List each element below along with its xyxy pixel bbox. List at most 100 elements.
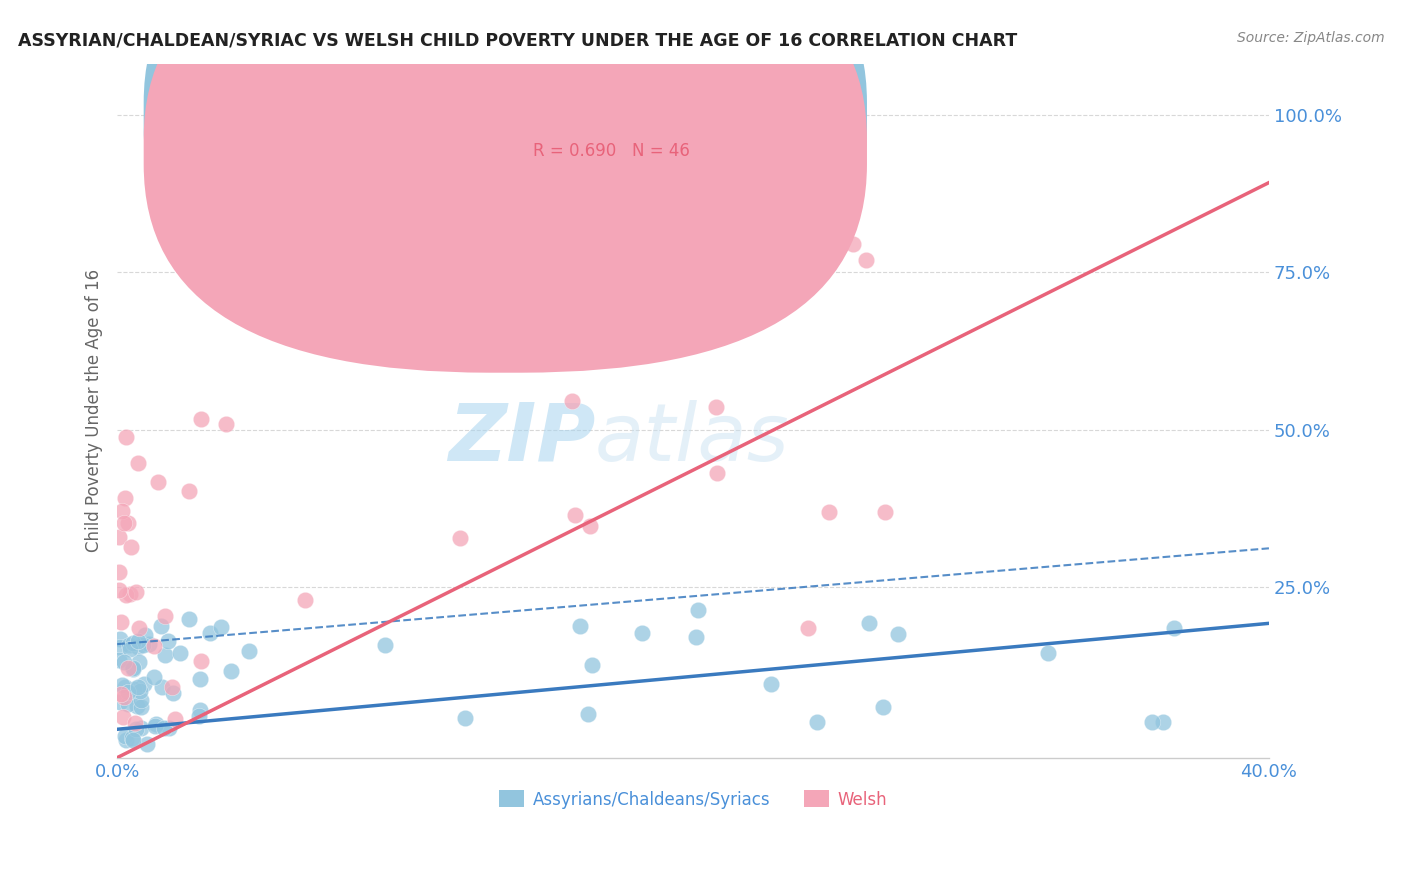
Point bbox=[129, 700, 152, 714]
Point bbox=[111, 710, 134, 724]
Point bbox=[1152, 714, 1174, 729]
Point bbox=[214, 417, 236, 431]
Point bbox=[127, 456, 149, 470]
Point bbox=[547, 288, 569, 302]
Point bbox=[142, 640, 165, 654]
Point bbox=[132, 677, 155, 691]
Point bbox=[568, 619, 591, 633]
Point bbox=[120, 541, 142, 555]
Point bbox=[124, 585, 146, 599]
Point bbox=[138, 637, 160, 651]
Text: Source: ZipAtlas.com: Source: ZipAtlas.com bbox=[1237, 31, 1385, 45]
Point bbox=[135, 737, 157, 751]
Point bbox=[107, 582, 129, 597]
Point bbox=[128, 621, 150, 635]
Point bbox=[150, 619, 173, 633]
Point bbox=[561, 393, 583, 408]
Point bbox=[842, 236, 865, 251]
Point bbox=[108, 632, 131, 646]
Point bbox=[120, 587, 142, 601]
Point bbox=[124, 715, 146, 730]
Point bbox=[855, 252, 877, 267]
Point bbox=[117, 697, 139, 711]
Point bbox=[209, 619, 232, 633]
Point bbox=[704, 400, 727, 414]
Point bbox=[122, 662, 145, 676]
Point bbox=[564, 508, 586, 522]
Point bbox=[188, 672, 211, 686]
Point bbox=[156, 634, 179, 648]
Point bbox=[190, 654, 212, 668]
Point bbox=[875, 505, 897, 519]
Point bbox=[685, 630, 707, 644]
Point bbox=[115, 732, 138, 747]
Point bbox=[454, 711, 477, 725]
Point bbox=[153, 648, 176, 662]
Point bbox=[159, 722, 181, 736]
Point bbox=[150, 680, 173, 694]
Point bbox=[121, 731, 143, 745]
Point bbox=[117, 685, 139, 699]
Point bbox=[374, 638, 396, 652]
Point bbox=[127, 680, 149, 694]
Point bbox=[160, 680, 183, 694]
Point bbox=[107, 653, 129, 667]
Point bbox=[134, 627, 156, 641]
Point bbox=[190, 412, 212, 426]
Point bbox=[579, 518, 602, 533]
Point bbox=[519, 296, 541, 310]
Point bbox=[858, 616, 880, 631]
Point bbox=[177, 612, 200, 626]
Point bbox=[148, 475, 170, 489]
Point bbox=[110, 688, 132, 702]
Point bbox=[128, 684, 150, 698]
Point bbox=[124, 722, 146, 736]
Point bbox=[145, 719, 167, 733]
FancyBboxPatch shape bbox=[143, 0, 868, 373]
Point bbox=[117, 516, 139, 531]
Point bbox=[153, 722, 176, 736]
Point bbox=[143, 670, 166, 684]
Point bbox=[122, 733, 145, 747]
Point bbox=[238, 644, 260, 658]
Point bbox=[112, 690, 135, 705]
Point bbox=[111, 678, 134, 692]
Point bbox=[1036, 646, 1059, 660]
Text: R = 0.207   N = 70: R = 0.207 N = 70 bbox=[533, 106, 690, 124]
Point bbox=[128, 655, 150, 669]
Point bbox=[294, 593, 316, 607]
Legend: Assyrians/Chaldeans/Syriacs, Welsh: Assyrians/Chaldeans/Syriacs, Welsh bbox=[492, 784, 893, 815]
Point bbox=[1163, 621, 1185, 635]
Point bbox=[120, 642, 142, 657]
Point bbox=[366, 221, 388, 235]
Point bbox=[115, 430, 138, 444]
Point bbox=[127, 633, 149, 648]
Point bbox=[115, 588, 138, 602]
Point bbox=[118, 638, 141, 652]
Point bbox=[111, 503, 134, 517]
Point bbox=[122, 635, 145, 649]
Point bbox=[581, 658, 603, 673]
Point bbox=[796, 621, 818, 635]
Text: ZIP: ZIP bbox=[447, 400, 595, 477]
Point bbox=[110, 615, 132, 629]
Point bbox=[107, 530, 129, 544]
Point bbox=[114, 491, 136, 505]
Point bbox=[127, 699, 149, 714]
Point bbox=[886, 627, 908, 641]
Point bbox=[114, 680, 136, 694]
Point bbox=[212, 205, 235, 219]
Point bbox=[108, 695, 131, 709]
Point bbox=[122, 681, 145, 696]
Text: R = 0.690   N = 46: R = 0.690 N = 46 bbox=[533, 143, 690, 161]
Point bbox=[122, 661, 145, 675]
Point bbox=[127, 640, 149, 654]
Point bbox=[686, 603, 709, 617]
Point bbox=[132, 638, 155, 652]
Text: atlas: atlas bbox=[595, 400, 790, 477]
Point bbox=[630, 626, 652, 640]
Point bbox=[281, 226, 304, 240]
Point bbox=[219, 664, 242, 678]
Point bbox=[114, 729, 136, 743]
Point bbox=[188, 703, 211, 717]
